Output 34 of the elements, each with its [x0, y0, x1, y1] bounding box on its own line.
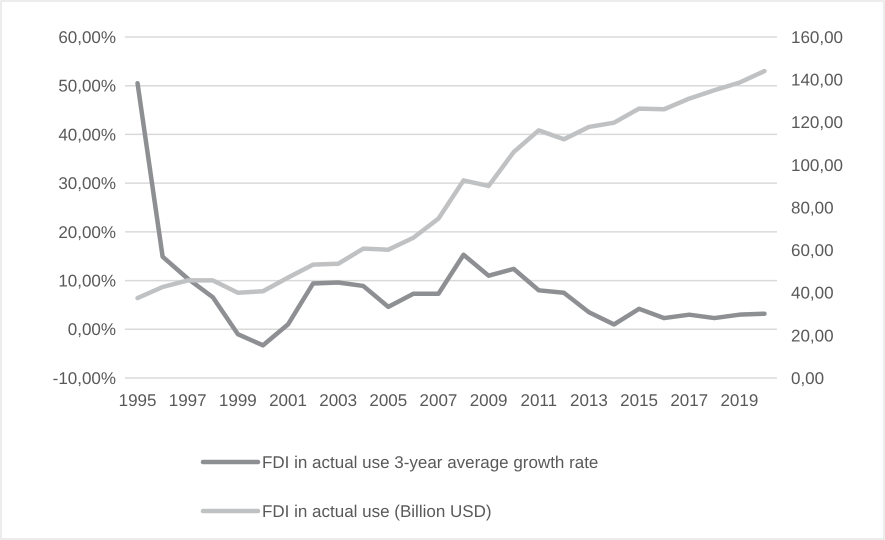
x-tick-label: 2019 [720, 391, 758, 410]
x-tick-label: 2001 [269, 391, 307, 410]
y-tick-label: 50,00% [58, 76, 116, 96]
x-tick-label: 1997 [168, 391, 207, 410]
y-tick-label: 20,00% [58, 222, 116, 242]
y2-tick-label: 140,00 [791, 70, 843, 90]
y-tick-label: 60,00% [58, 28, 116, 47]
line-series [135, 81, 767, 348]
x-tick-label: 2013 [570, 391, 608, 410]
y2-tick-label: 20,00 [791, 326, 834, 346]
y2-tick-label: 60,00 [791, 241, 834, 260]
x-tick-label: 2007 [420, 391, 458, 410]
x-tick-label: 2009 [470, 391, 508, 410]
y2-tick-label: 100,00 [791, 156, 843, 175]
y2-tick-label: 80,00 [791, 198, 834, 218]
line-series [135, 68, 767, 300]
y2-tick-label: 40,00 [791, 284, 834, 303]
legend-label: FDI in actual use (Billion USD) [262, 502, 492, 521]
y-tick-label: 0,00% [68, 320, 116, 340]
x-tick-label: 2015 [620, 391, 658, 410]
y-tick-label: 30,00% [58, 174, 116, 194]
y2-tick-label: 120,00 [791, 113, 843, 132]
x-tick-label: 2011 [520, 391, 558, 410]
y-tick-label: 40,00% [58, 125, 116, 144]
x-tick-label: 2017 [670, 391, 708, 410]
x-tick-label: 2003 [319, 391, 358, 410]
x-tick-label: 2005 [369, 391, 408, 410]
y2-tick-label: 0,00 [791, 368, 824, 388]
x-tick-label: 1995 [118, 391, 156, 410]
y2-tick-label: 160,00 [791, 28, 843, 47]
y-tick-label: -10,00% [52, 368, 116, 388]
x-tick-label: 1999 [218, 391, 257, 410]
legend-label: FDI in actual use 3-year average growth rate [262, 452, 598, 472]
y-tick-label: 10,00% [58, 272, 116, 291]
